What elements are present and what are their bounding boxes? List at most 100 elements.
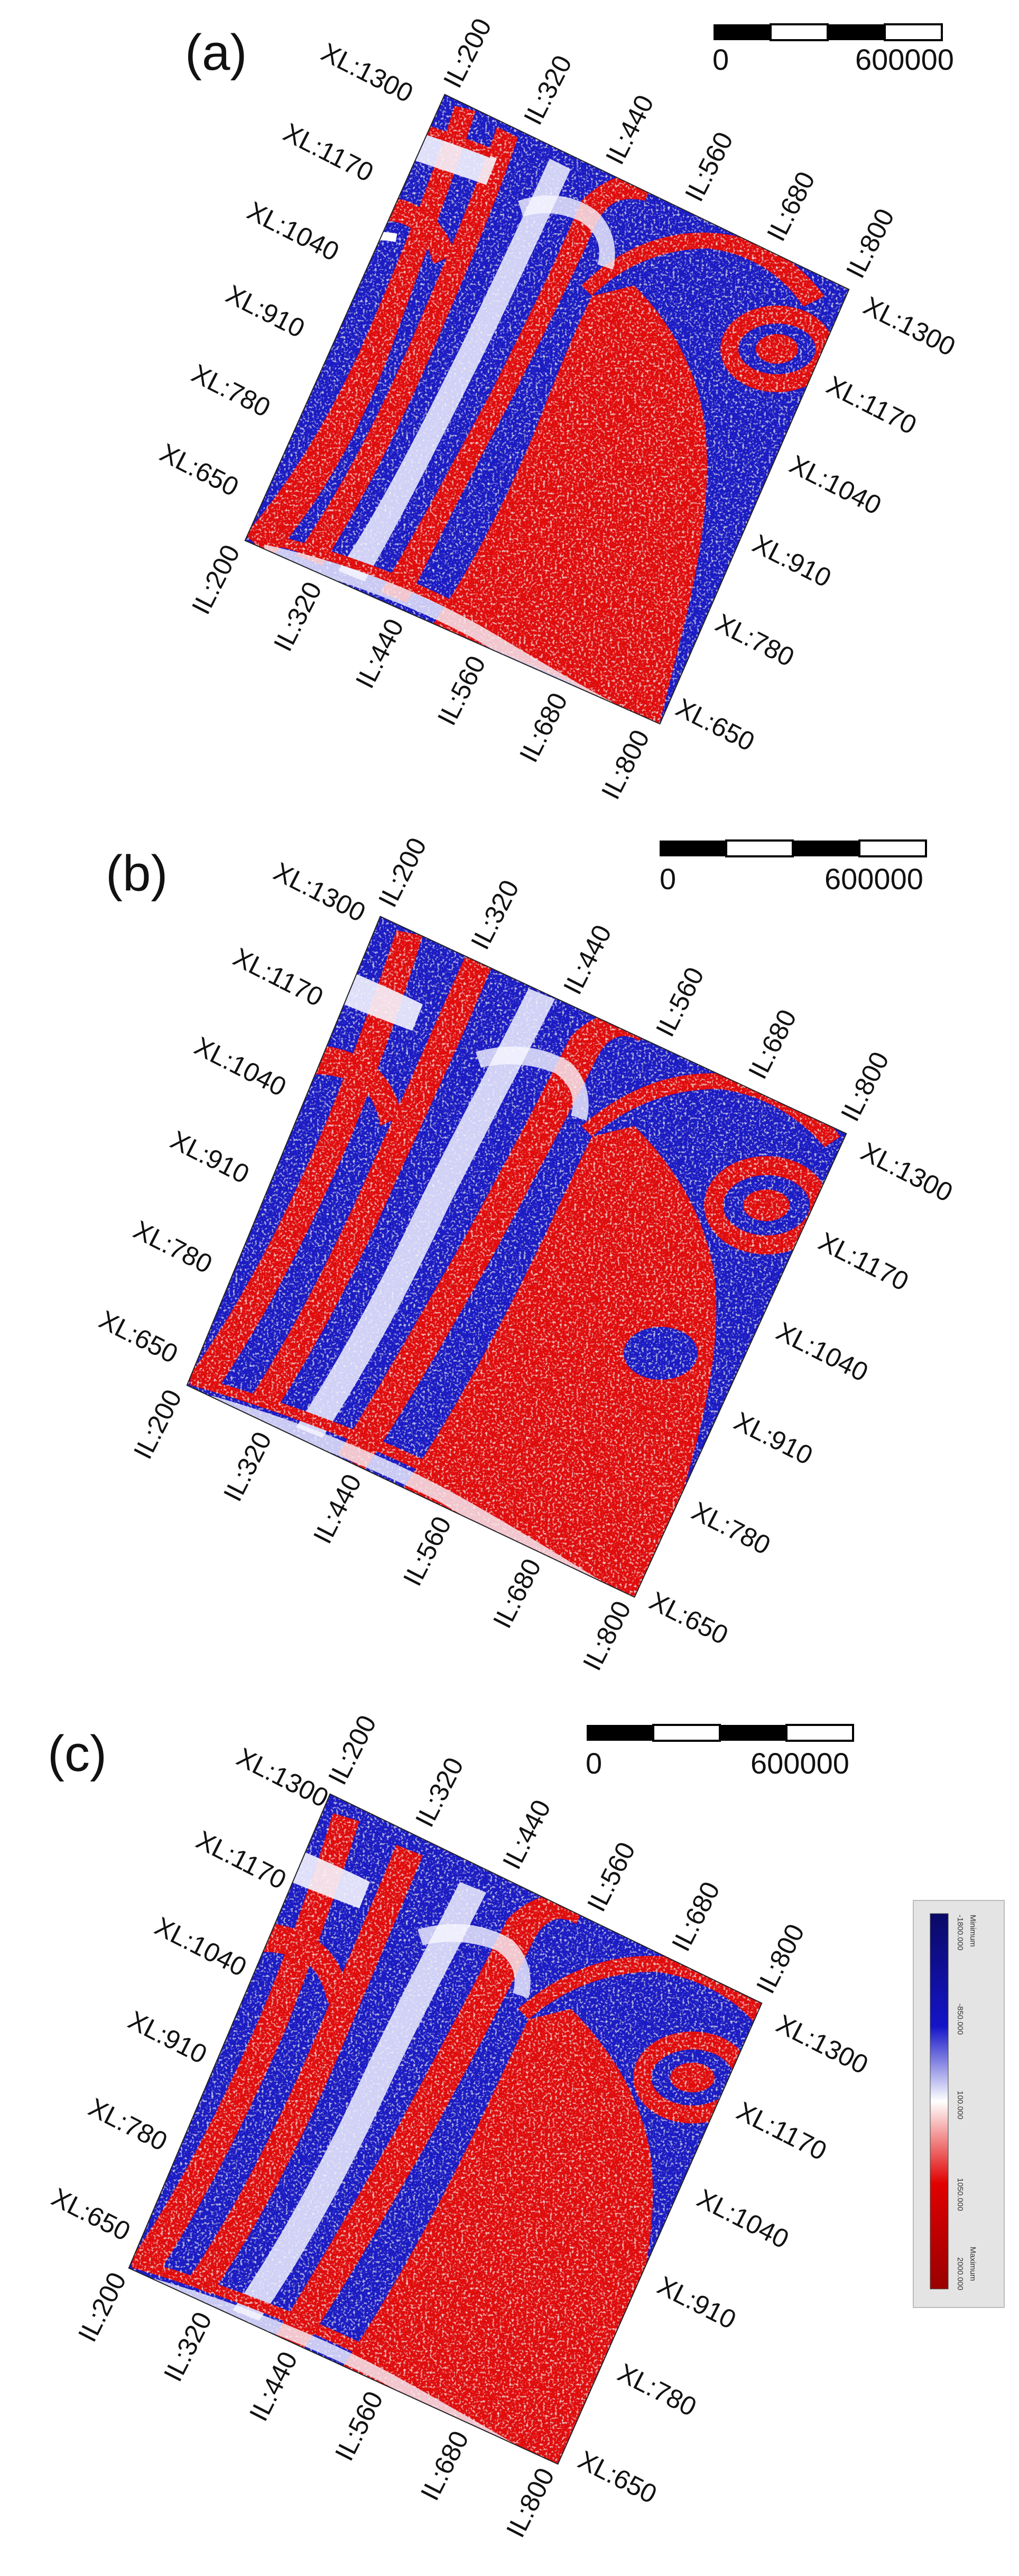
scale-bar-segment (793, 841, 859, 856)
colorbar-tick-label: 1050.000 (956, 2178, 965, 2211)
axis-tick-label: IL:320 (518, 51, 578, 130)
panel-c-scale-bar: 0 600000 (586, 1724, 854, 1780)
colorbar-gradient (930, 1913, 949, 2289)
scale-bar-segment (828, 24, 885, 40)
colorbar-tick-label: -1800.000 (956, 1915, 965, 1951)
colorbar-background (913, 1900, 1005, 2308)
axis-tick-label: IL:200 (322, 1711, 382, 1789)
colorbar-tick-label: 100.000 (956, 2091, 965, 2119)
axis-tick-label: IL:200 (72, 2268, 132, 2347)
scale-bar-segment (884, 23, 943, 41)
axis-tick-label: IL:800 (501, 2463, 560, 2542)
map-horizon-bands (188, 917, 846, 1596)
axis-tick-label: XL:650 (573, 2445, 662, 2509)
map-horizon-bands (129, 1795, 761, 2463)
axis-tick-label: IL:800 (835, 1047, 895, 1126)
scale-bar-start: 0 (660, 862, 676, 895)
axis-tick-label: IL:680 (487, 1554, 547, 1633)
axis-tick-label: XL:1170 (732, 2096, 831, 2166)
panel-c: (c) 0 600000 (47, 1711, 873, 2542)
axis-tick-label: XL:910 (166, 1125, 254, 1189)
axis-tick-label: IL:680 (415, 2426, 475, 2505)
scale-bar-start: 0 (586, 1747, 602, 1780)
axis-tick-label: IL:200 (186, 540, 246, 619)
panel-b-label: (b) (106, 845, 168, 902)
map-texture (129, 1795, 761, 2463)
panel-a-scale-bar: 0 600000 (712, 23, 954, 76)
axis-tick-label: IL:680 (514, 688, 573, 767)
axis-tick-label: IL:560 (679, 127, 739, 206)
axis-tick-label: IL:440 (350, 614, 410, 693)
axis-tick-label: XL:910 (653, 2270, 741, 2335)
axis-tick-label: IL:560 (650, 963, 710, 1041)
axis-tick-label: XL:650 (95, 1305, 183, 1369)
axis-tick-label: XL:1170 (228, 942, 328, 1012)
panel-b-map (186, 916, 847, 1598)
axis-tick-label: XL:780 (711, 608, 799, 672)
axis-tick-label: IL:560 (329, 2387, 389, 2466)
axis-tick-label: IL:440 (600, 90, 660, 169)
panel-a: (a) 0 600000 (155, 14, 960, 804)
map-texture (188, 917, 846, 1596)
axis-tick-label: IL:200 (438, 14, 497, 93)
panel-c-map (128, 1793, 763, 2465)
axis-tick-label: IL:800 (840, 204, 900, 283)
axis-tick-label: XL:1300 (772, 2009, 873, 2080)
scale-bar-segment (770, 23, 829, 41)
scale-bar-segment (587, 1725, 653, 1741)
axis-tick-label: XL:1300 (269, 856, 370, 927)
axis-tick-label: XL:780 (687, 1496, 775, 1561)
axis-tick-label: IL:320 (158, 2307, 218, 2386)
axis-tick-label: XL:910 (221, 279, 310, 344)
axis-tick-label: XL:780 (129, 1215, 217, 1279)
colorbar-tick-label: -850.000 (956, 2003, 965, 2035)
axis-tick-label: XL:1040 (785, 449, 886, 520)
axis-tick-label: IL:320 (410, 1753, 469, 1832)
scale-bar-end: 600000 (751, 1747, 849, 1780)
axis-tick-label: IL:680 (666, 1877, 726, 1956)
scale-bar-segment (720, 1725, 786, 1741)
axis-tick-label: XL:1170 (279, 117, 378, 188)
axis-tick-label: IL:800 (577, 1596, 637, 1675)
axis-tick-label: IL:440 (558, 920, 617, 999)
axis-tick-label: XL:1170 (814, 1226, 913, 1297)
scale-bar-segment (652, 1724, 721, 1742)
scale-bar-segment (785, 1724, 854, 1742)
colorbar-tick-label: 2000.000 (956, 2257, 965, 2291)
scale-bar-segment (714, 24, 771, 40)
colorbar-max-label: Maximum (968, 2247, 977, 2281)
panel-c-label: (c) (48, 1725, 107, 1782)
axis-tick-label: IL:680 (743, 1005, 802, 1084)
axis-tick-label: IL:560 (432, 651, 492, 730)
axis-tick-label: IL:800 (596, 725, 655, 804)
axis-tick-label: XL:1040 (243, 196, 344, 266)
axis-tick-label: XL:780 (187, 358, 275, 423)
axis-tick-label: IL:200 (373, 833, 432, 912)
axis-tick-label: XL:1300 (856, 1137, 957, 1207)
axis-tick-label: XL:780 (84, 2092, 172, 2157)
axis-tick-label: XL:1300 (317, 37, 418, 108)
axis-tick-label: XL:650 (671, 693, 759, 757)
axis-tick-label: XL:1170 (191, 1825, 291, 1895)
axis-tick-label: IL:800 (751, 1919, 810, 1998)
axis-tick-label: XL:1300 (232, 1742, 333, 1813)
panel-b: (b) 0 600000 (95, 833, 958, 1675)
axis-tick-label: IL:320 (268, 577, 328, 656)
axis-tick-label: IL:200 (128, 1385, 188, 1464)
axis-tick-label: IL:320 (218, 1427, 277, 1506)
axis-tick-label: IL:680 (761, 167, 821, 246)
axis-tick-label: IL:440 (497, 1795, 557, 1874)
scale-bar-segment (660, 841, 726, 856)
axis-tick-label: IL:320 (465, 875, 525, 954)
scale-bar-segment (858, 839, 927, 857)
scale-bar-end: 600000 (825, 862, 923, 895)
panel-a-label: (a) (185, 24, 247, 81)
axis-tick-label: XL:1040 (692, 2183, 793, 2254)
axis-tick-label: XL:1040 (150, 1911, 251, 1982)
axis-tick-label: XL:1170 (822, 370, 921, 440)
axis-tick-label: XL:650 (47, 2182, 135, 2247)
axis-tick-label: XL:910 (124, 2005, 212, 2070)
axis-tick-label: IL:440 (308, 1470, 367, 1548)
axis-tick-label: IL:560 (581, 1838, 641, 1916)
